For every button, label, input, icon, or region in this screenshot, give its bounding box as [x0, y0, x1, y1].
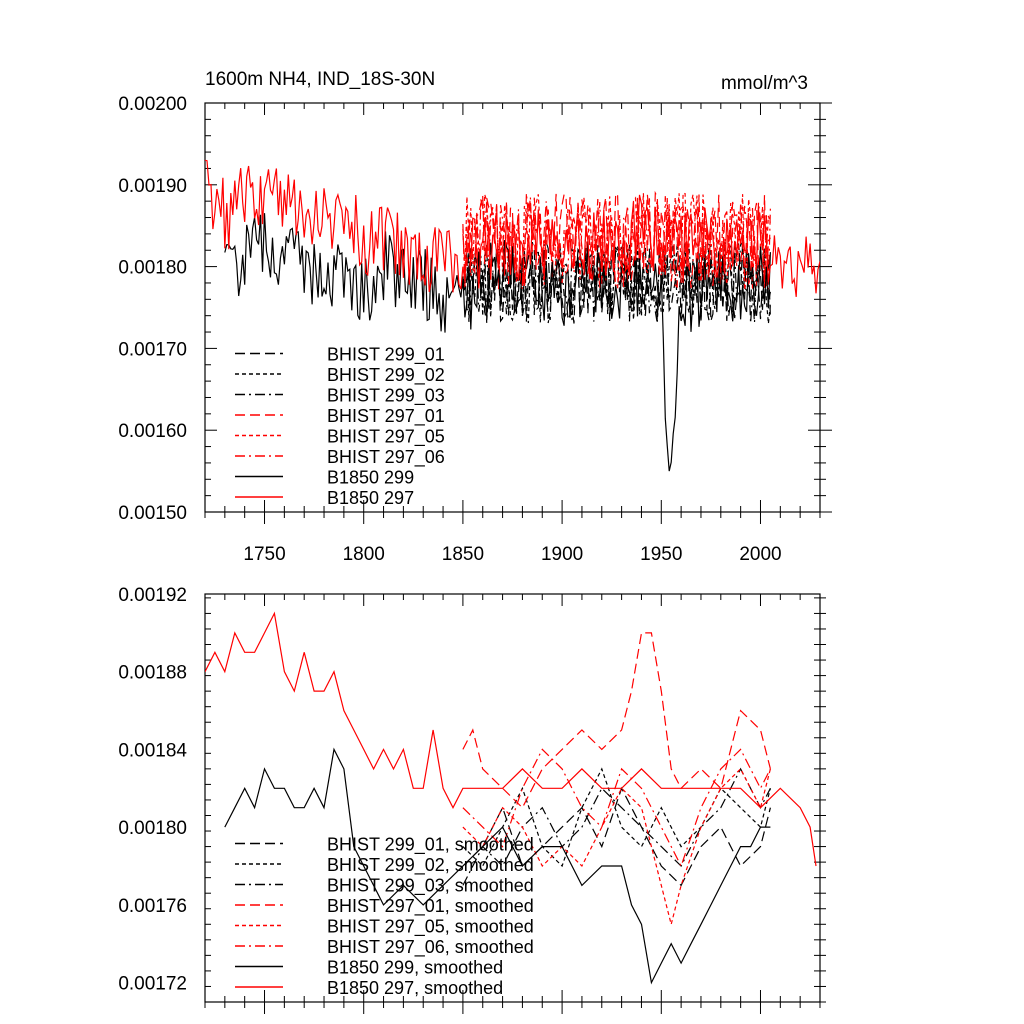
chart-title: 1600m NH4, IND_18S-30N — [205, 69, 435, 90]
x-tick-label: 1900 — [541, 544, 583, 565]
y-tick-label: 0.00150 — [118, 503, 187, 524]
y-tick-label: 0.00160 — [118, 421, 187, 442]
series-group — [205, 611, 817, 985]
legend-label: BHIST 299_03 — [327, 386, 445, 407]
legend-label: BHIST 297_05, smoothed — [327, 917, 534, 938]
plot-frame — [204, 102, 821, 513]
y-tick-label: 0.00170 — [118, 339, 187, 360]
legend-label: B1850 297 — [327, 488, 414, 508]
series-line — [462, 241, 771, 324]
legend-label: BHIST 299_01, smoothed — [327, 835, 534, 856]
top-panel: 1750 1800 1850 1900 1950 2000 0.00150 0.00160 0.… — [118, 69, 832, 565]
y-tick-label: 0.00184 — [118, 740, 187, 761]
y-tick-label: 0.00180 — [118, 258, 187, 279]
series-group — [205, 159, 820, 472]
units-label: mmol/m^3 — [721, 73, 808, 94]
y-tick-label: 0.00176 — [118, 896, 187, 917]
legend-label: BHIST 299_02 — [327, 365, 445, 386]
x-tick-label: 1750 — [243, 544, 285, 565]
legend-label: BHIST 297_01, smoothed — [327, 896, 534, 917]
x-tick-label: 1800 — [343, 544, 385, 565]
series-line — [224, 213, 771, 472]
y-tick-label: 0.00188 — [118, 663, 187, 684]
y-tick-label: 0.00200 — [118, 94, 187, 115]
series-line — [205, 611, 817, 867]
legend-label: BHIST 299_03, smoothed — [327, 876, 534, 897]
series-line — [224, 747, 771, 985]
y-tick-label: 0.00172 — [118, 974, 187, 995]
legend-label: BHIST 297_05 — [327, 427, 445, 448]
legend-label: BHIST 297_06 — [327, 447, 445, 468]
legend-label: B1850 299 — [327, 468, 414, 488]
series-line — [462, 767, 771, 925]
legend-label: B1850 299, smoothed — [327, 958, 503, 978]
y-tick-label: 0.00180 — [118, 818, 187, 839]
legend-label: BHIST 299_02, smoothed — [327, 855, 534, 876]
series-line — [462, 767, 771, 886]
series-line — [462, 192, 771, 291]
legend-label: BHIST 297_01 — [327, 406, 445, 427]
series-line — [462, 748, 771, 868]
x-tick-label: 1850 — [442, 544, 484, 565]
x-tick-label: 1950 — [640, 544, 682, 565]
y-tick-label: 0.00192 — [118, 585, 187, 606]
series-line — [462, 193, 771, 290]
y-tick-label: 0.00190 — [118, 176, 187, 197]
legend-label: BHIST 297_06, smoothed — [327, 937, 534, 958]
legend-label: B1850 297, smoothed — [327, 978, 503, 998]
x-tick-label: 2000 — [739, 544, 781, 565]
bottom-panel: 0.00172 0.00176 0.00180 0.00184 0.00188 0.001… — [118, 585, 826, 1014]
plot-frame — [204, 593, 821, 1003]
series-line — [205, 159, 820, 297]
legend-label: BHIST 299_01 — [327, 345, 445, 366]
